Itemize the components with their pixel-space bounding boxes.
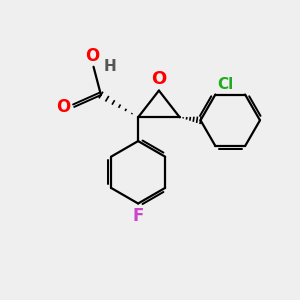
Text: F: F bbox=[132, 207, 144, 225]
Text: H: H bbox=[104, 59, 117, 74]
Text: O: O bbox=[85, 47, 99, 65]
Text: O: O bbox=[151, 70, 166, 88]
Text: O: O bbox=[56, 98, 70, 116]
Text: Cl: Cl bbox=[217, 76, 233, 92]
